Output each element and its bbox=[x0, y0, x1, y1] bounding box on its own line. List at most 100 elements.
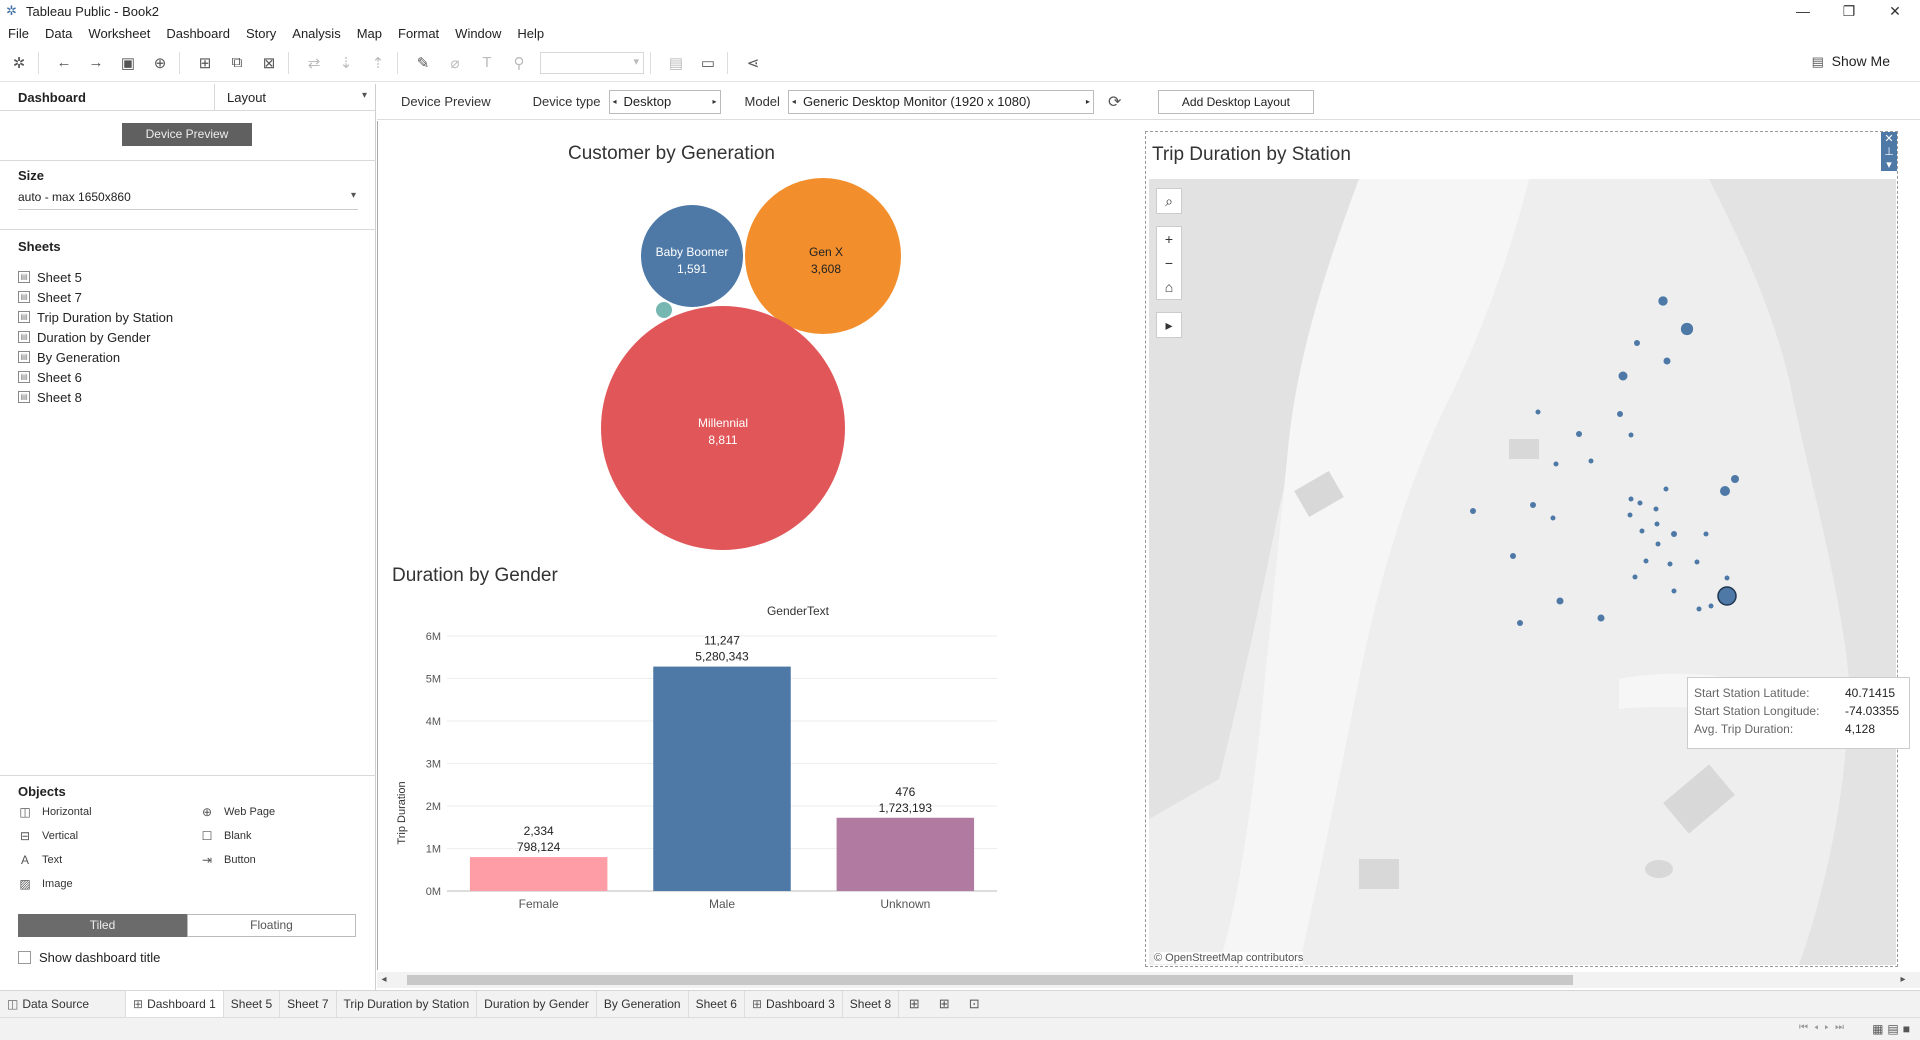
station-point[interactable] bbox=[1553, 461, 1559, 467]
tableau-icon[interactable]: ✲ bbox=[12, 54, 26, 72]
tab-sheet-8[interactable]: Sheet 8 bbox=[843, 991, 900, 1017]
tab-dashboard-1[interactable]: ⊞ Dashboard 1 bbox=[126, 991, 224, 1017]
tab-sheet-5[interactable]: Sheet 5 bbox=[224, 991, 281, 1017]
menu-data[interactable]: Data bbox=[44, 25, 73, 41]
size-select[interactable]: auto - max 1650x860 bbox=[18, 190, 358, 210]
tab-by-generation[interactable]: By Generation bbox=[597, 991, 689, 1017]
device-type-select[interactable]: ◂ Desktop ▸ bbox=[608, 89, 721, 114]
station-point[interactable] bbox=[1639, 528, 1645, 534]
presentation-mode-icon[interactable]: ▭ bbox=[700, 54, 716, 72]
maximize-button[interactable]: ❐ bbox=[1842, 3, 1856, 19]
object-vertical[interactable]: ⊟ Vertical bbox=[18, 829, 78, 843]
new-dashboard-tab-icon[interactable]: ⊞ bbox=[938, 996, 950, 1011]
new-worksheet-tab-icon[interactable]: ⊞ bbox=[908, 996, 920, 1011]
new-data-source-icon[interactable]: ⊕ bbox=[153, 54, 167, 72]
undo-icon[interactable]: ← bbox=[56, 54, 72, 71]
tab-data-source[interactable]: ◫ Data Source bbox=[0, 991, 126, 1017]
map-background[interactable] bbox=[1149, 179, 1896, 965]
sheet-item[interactable]: ▤ Duration by Gender bbox=[18, 327, 173, 347]
station-point[interactable] bbox=[1470, 508, 1476, 514]
object-blank[interactable]: ☐ Blank bbox=[200, 829, 252, 843]
group-icon[interactable]: ⌀ bbox=[450, 54, 460, 72]
sheet-navigation-icons[interactable]: ⏮◂▸⏭ bbox=[1798, 1022, 1850, 1033]
station-point[interactable] bbox=[1597, 614, 1605, 622]
station-point[interactable] bbox=[1643, 558, 1649, 564]
remove-sheet-icon[interactable]: ✕ bbox=[1884, 133, 1894, 145]
swap-icon[interactable]: ⇄ bbox=[307, 54, 321, 72]
menu-window[interactable]: Window bbox=[455, 25, 502, 41]
station-point[interactable] bbox=[1510, 553, 1516, 559]
object-web-page[interactable]: ⊕ Web Page bbox=[200, 805, 275, 819]
bubble-other[interactable] bbox=[656, 302, 672, 318]
station-point[interactable] bbox=[1617, 411, 1623, 417]
station-point[interactable] bbox=[1654, 521, 1660, 527]
station-point[interactable] bbox=[1634, 340, 1640, 346]
station-point[interactable] bbox=[1720, 486, 1730, 496]
menu-format[interactable]: Format bbox=[398, 25, 440, 41]
bubble-gen-x[interactable] bbox=[745, 178, 901, 334]
show-me-button[interactable]: ▤ Show Me bbox=[1812, 53, 1890, 69]
duration-by-gender-chart[interactable]: GenderText Trip Duration 0M1M2M3M4M5M6M … bbox=[377, 591, 1139, 971]
map-search-tool[interactable]: ⌕ bbox=[1156, 188, 1182, 214]
station-point[interactable] bbox=[1637, 500, 1643, 506]
station-point[interactable] bbox=[1550, 515, 1556, 521]
tab-dashboard-3[interactable]: ⊞ Dashboard 3 bbox=[745, 991, 843, 1017]
station-point[interactable] bbox=[1680, 322, 1694, 336]
save-icon[interactable]: ▣ bbox=[120, 54, 136, 72]
station-point[interactable] bbox=[1657, 295, 1669, 307]
station-point[interactable] bbox=[1694, 559, 1700, 565]
station-point[interactable] bbox=[1556, 597, 1564, 605]
clear-sheet-icon[interactable]: ⊠ bbox=[262, 54, 276, 72]
tab-trip-duration-by-station[interactable]: Trip Duration by Station bbox=[337, 991, 478, 1017]
scroll-right-icon[interactable]: ▸ bbox=[1900, 974, 1906, 985]
zoom-out-icon[interactable]: − bbox=[1164, 255, 1174, 271]
station-point[interactable] bbox=[1628, 496, 1634, 502]
menu-analysis[interactable]: Analysis bbox=[292, 25, 341, 41]
station-point[interactable] bbox=[1671, 531, 1677, 537]
object-horizontal[interactable]: ◫ Horizontal bbox=[18, 805, 91, 819]
sheet-item[interactable]: ▤ Sheet 5 bbox=[18, 267, 173, 287]
menu-dashboard[interactable]: Dashboard bbox=[166, 25, 230, 41]
menu-map[interactable]: Map bbox=[356, 25, 382, 41]
pin-icon[interactable]: ⚲ bbox=[513, 54, 525, 72]
station-point[interactable] bbox=[1628, 432, 1634, 438]
station-point[interactable] bbox=[1667, 561, 1673, 567]
bar-unknown[interactable] bbox=[836, 817, 975, 891]
model-select[interactable]: ◂ Generic Desktop Monitor (1920 x 1080) … bbox=[787, 89, 1094, 114]
station-point[interactable] bbox=[1618, 371, 1628, 381]
fit-select[interactable] bbox=[540, 51, 644, 74]
prev-arrow-icon[interactable]: ◂ bbox=[612, 97, 617, 106]
sheet-item[interactable]: ▤ Sheet 7 bbox=[18, 287, 173, 307]
station-point[interactable] bbox=[1663, 486, 1669, 492]
station-point[interactable] bbox=[1655, 541, 1661, 547]
station-point[interactable] bbox=[1671, 588, 1677, 594]
next-arrow-icon[interactable]: ▸ bbox=[1085, 97, 1090, 106]
new-worksheet-icon[interactable]: ⊞ bbox=[198, 54, 212, 72]
object-image[interactable]: ▨ Image bbox=[18, 877, 72, 891]
station-point[interactable] bbox=[1663, 357, 1671, 365]
next-arrow-icon[interactable]: ▸ bbox=[712, 97, 717, 106]
tab-sheet-6[interactable]: Sheet 6 bbox=[689, 991, 745, 1017]
scroll-left-icon[interactable]: ◂ bbox=[381, 974, 387, 985]
rotate-device-icon[interactable]: ⟳ bbox=[1107, 93, 1122, 111]
scrollbar-thumb[interactable] bbox=[407, 975, 1573, 985]
bubble-millennial[interactable] bbox=[601, 306, 845, 550]
station-point[interactable] bbox=[1696, 606, 1702, 612]
sheet-item[interactable]: ▤ By Generation bbox=[18, 347, 173, 367]
prev-arrow-icon[interactable]: ◂ bbox=[791, 97, 796, 106]
tab-sheet-7[interactable]: Sheet 7 bbox=[280, 991, 337, 1017]
tab-dashboard[interactable]: Dashboard bbox=[18, 90, 86, 105]
tiled-button[interactable]: Tiled bbox=[18, 914, 187, 937]
minimize-button[interactable]: — bbox=[1796, 3, 1810, 19]
add-desktop-layout-button[interactable]: Add Desktop Layout bbox=[1157, 89, 1314, 114]
menu-file[interactable]: File bbox=[8, 25, 29, 41]
station-point[interactable] bbox=[1731, 475, 1739, 483]
sort-descending-icon[interactable]: ⇡ bbox=[371, 54, 385, 72]
device-preview-button[interactable]: Device Preview bbox=[122, 123, 252, 146]
bubble-baby-boomer[interactable] bbox=[641, 205, 743, 307]
station-point[interactable] bbox=[1576, 431, 1582, 437]
station-point[interactable] bbox=[1703, 531, 1709, 537]
menu-worksheet[interactable]: Worksheet bbox=[88, 25, 151, 41]
expand-arrow-icon[interactable]: ▸ bbox=[1165, 316, 1173, 333]
more-options-icon[interactable]: ▾ bbox=[1886, 159, 1892, 171]
